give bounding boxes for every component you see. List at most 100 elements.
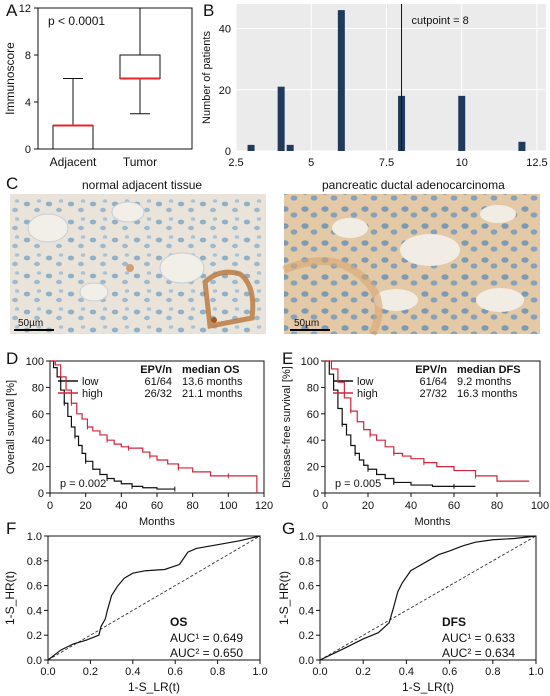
- auc2-f: AUC² = 0.650: [170, 646, 243, 660]
- x-tick-label-d: 40: [115, 500, 127, 512]
- y-tick-label-d: 20: [32, 462, 44, 474]
- legend-header-median: median DFS: [457, 364, 521, 376]
- y-tick-label-a: 8: [25, 50, 31, 62]
- km-curve-high: [325, 360, 530, 482]
- panel-letter-a: A: [6, 1, 18, 20]
- y-tick-label-a: 12: [19, 3, 31, 15]
- y-axis-label-g: 1-S_HR(t): [277, 571, 291, 625]
- panel-letter-b: B: [203, 1, 214, 20]
- legend-header-epv: EPV/n: [415, 364, 447, 376]
- y-axis-label-f: 1-S_HR(t): [3, 571, 17, 625]
- x-tick-label-d: 100: [219, 500, 237, 512]
- x-axis-label-d: Months: [139, 516, 176, 528]
- y-axis-label-b: Number of patients: [201, 31, 213, 124]
- y-tick-label-d: 100: [26, 356, 44, 368]
- plot-frame-a: [37, 7, 193, 150]
- micrograph-pdac: [282, 194, 540, 336]
- y-axis-label-d: Overall survival [%]: [5, 380, 17, 474]
- histogram-cutpoint: cutpoint = 8 0 20 40 2.5 5 7.5 10 12.5 Number of …: [201, 4, 548, 169]
- auc1-g: AUC¹ = 0.633: [442, 631, 515, 645]
- scale-label-left: 50µm: [18, 318, 44, 329]
- y-tick-label-f: 0.6: [27, 581, 42, 593]
- legend-epv-high: 27/32: [419, 388, 447, 400]
- p-value-d: p = 0.002: [60, 478, 106, 490]
- x-tick-label-b: 7.5: [379, 157, 394, 169]
- y-tick-label-g: 0.4: [299, 605, 314, 617]
- y-tick-label-f: 0.8: [27, 556, 42, 568]
- x-tick-label-g: 1.0: [528, 666, 543, 678]
- legend-header-epv: EPV/n: [140, 364, 172, 376]
- histogram-bar: [277, 86, 285, 151]
- km-curve-high: [50, 360, 258, 493]
- x-tick-label-d: 60: [151, 500, 163, 512]
- legend-epv-low: 61/64: [144, 376, 172, 388]
- panel-letter-d: D: [6, 349, 18, 368]
- y-tick-label-b: 20: [219, 85, 231, 97]
- histogram-bar: [458, 95, 466, 151]
- x-axis-label-e: Months: [414, 516, 451, 528]
- y-tick-label-e: 40: [307, 435, 319, 447]
- y-tick-label-b: 40: [219, 24, 231, 36]
- y-tick-label-f: 0.4: [27, 605, 42, 617]
- y-tick-label-g: 0.0: [299, 655, 314, 667]
- y-tick-label-e: 0: [313, 488, 319, 500]
- caption-normal-tissue: normal adjacent tissue: [82, 178, 203, 192]
- histogram-bar: [337, 10, 345, 151]
- x-tick-label-b: 10: [456, 157, 468, 169]
- y-tick-label-d: 0: [38, 488, 44, 500]
- y-tick-label-b: 0: [225, 146, 231, 158]
- x-tick-label-f: 0.8: [210, 666, 225, 678]
- histogram-bar: [518, 141, 526, 151]
- x-tick-label-g: 0.0: [312, 666, 327, 678]
- x-tick-label-f: 0.0: [40, 666, 55, 678]
- legend-label-low: low: [357, 376, 374, 388]
- plot-frame-e: [324, 360, 541, 494]
- legend-label-high: high: [82, 388, 103, 400]
- y-tick-label-e: 100: [301, 356, 319, 368]
- histogram-bar: [247, 144, 255, 151]
- x-tick-label-f: 1.0: [252, 666, 267, 678]
- x-tick-label-d: 80: [187, 500, 199, 512]
- legend-header-median: median OS: [182, 364, 239, 376]
- auc1-f: AUC¹ = 0.649: [170, 631, 243, 645]
- km-curve-low: [50, 360, 175, 490]
- legend-median-high: 21.1 months: [182, 388, 243, 400]
- x-tick-label-b: 2.5: [228, 157, 243, 169]
- y-axis-label-a: Immunoscore: [3, 42, 17, 115]
- scale-bar-right: [290, 329, 330, 331]
- y-tick-label-f: 0.0: [27, 655, 42, 667]
- km-overall-survival: 0 20 40 60 80 100 0 20 40 60 80 100 120 Months Overall…: [5, 356, 273, 528]
- legend-label-high: high: [357, 388, 378, 400]
- legend-median-low: 9.2 months: [457, 376, 512, 388]
- micrograph-normal-tissue: [10, 194, 266, 334]
- legend-median-high: 16.3 months: [457, 388, 518, 400]
- category-label-a: Adjacent: [50, 155, 97, 169]
- y-tick-label-f: 0.2: [27, 630, 42, 642]
- y-tick-label-g: 0.8: [299, 556, 314, 568]
- y-tick-label-f: 1.0: [27, 531, 42, 543]
- category-label-a: Tumor: [123, 155, 157, 169]
- y-tick-label-e: 60: [307, 409, 319, 421]
- roc-label-g: DFS: [442, 615, 466, 629]
- x-tick-label-e: 40: [405, 500, 417, 512]
- x-tick-label-e: 0: [322, 500, 328, 512]
- x-tick-label-e: 100: [531, 500, 549, 512]
- roc-curve-f: [47, 535, 261, 661]
- x-tick-label-e: 80: [491, 500, 503, 512]
- km-curve-low: [325, 360, 476, 487]
- boxplot-immunoscore: 0 4 8 12 Immunoscore p < 0.0001 Adjacent Tumor: [3, 3, 193, 169]
- x-tick-label-d: 20: [80, 500, 92, 512]
- caption-pdac: pancreatic ductal adenocarcinoma: [322, 178, 505, 192]
- legend-median-low: 13.6 months: [182, 376, 243, 388]
- panel-letter-g: G: [282, 519, 295, 538]
- roc-dfs: 0.0 0.2 0.4 0.6 0.8 1.0 0.0 0.2 0.4 0.6 0.8 1.0 DFS A…: [277, 531, 544, 694]
- y-tick-label-a: 4: [25, 97, 31, 109]
- p-value-a: p < 0.0001: [48, 14, 105, 28]
- panel-letter-e: E: [282, 349, 293, 368]
- legend-label-low: low: [82, 376, 99, 388]
- x-tick-label-g: 0.4: [399, 666, 414, 678]
- x-tick-label-f: 0.6: [168, 666, 183, 678]
- x-tick-label-b: 5: [308, 157, 314, 169]
- y-tick-label-g: 0.6: [299, 581, 314, 593]
